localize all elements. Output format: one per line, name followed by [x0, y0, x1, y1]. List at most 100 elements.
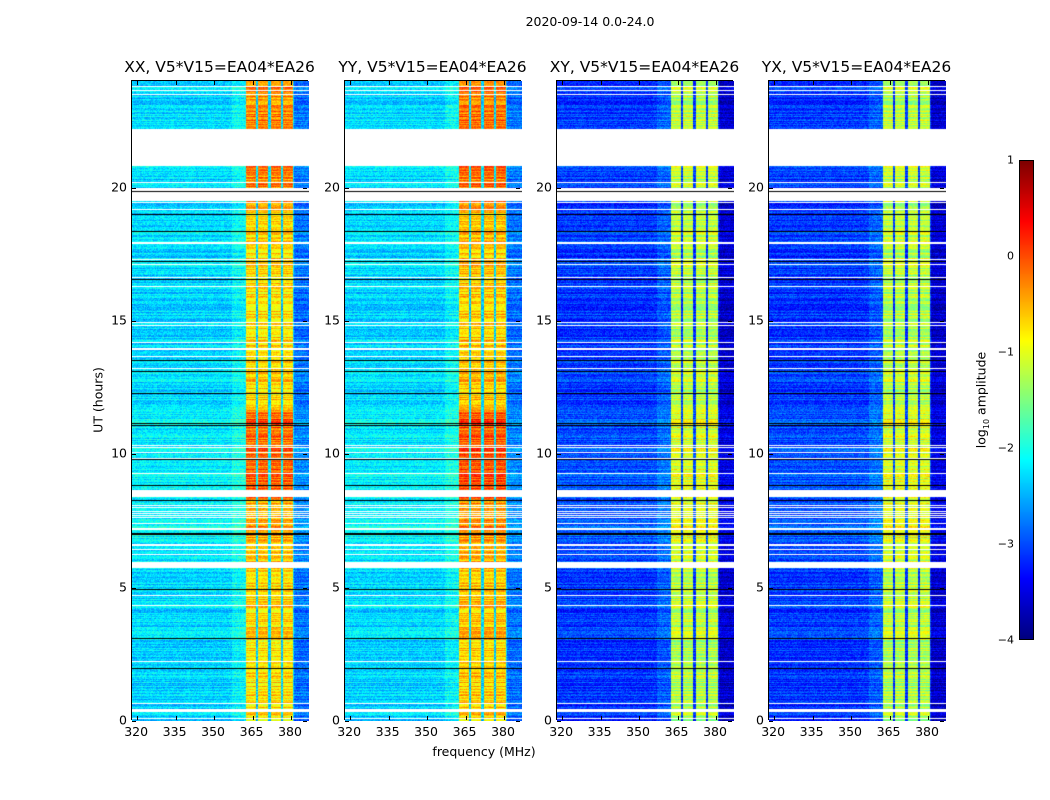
y-tick-label: 10 — [324, 445, 340, 461]
x-tick-mark — [291, 716, 293, 720]
x-tick-mark — [851, 716, 853, 720]
x-tick-mark — [388, 81, 390, 85]
x-tick-label: 335 — [587, 724, 612, 739]
y-tick-mark — [303, 454, 307, 456]
x-tick-mark — [716, 716, 718, 720]
y-tick-mark — [940, 587, 944, 589]
panel-title-xy: XY, V5*V15=EA04*EA26 — [549, 58, 740, 76]
heatmap-cells-yy — [345, 81, 522, 721]
x-tick-mark — [137, 716, 139, 720]
panel-title-yx: YX, V5*V15=EA04*EA26 — [761, 58, 952, 76]
y-tick-label: 20 — [111, 179, 127, 195]
y-tick-mark — [303, 587, 307, 589]
heatmap-panel-xy — [556, 80, 734, 722]
y-tick-mark — [769, 454, 773, 456]
colorbar-tick-label: −1 — [997, 345, 1014, 359]
colorbar-label: log10 amplitude — [973, 352, 991, 448]
y-tick-mark — [728, 321, 732, 322]
y-tick-label: 5 — [756, 579, 764, 595]
y-tick-mark — [940, 321, 944, 322]
x-tick-label: 350 — [414, 724, 439, 739]
x-tick-mark — [677, 716, 679, 720]
x-tick-mark — [774, 716, 776, 720]
y-tick-label: 15 — [748, 312, 764, 328]
x-tick-mark — [137, 81, 139, 85]
x-axis-label: frequency (MHz) — [432, 744, 536, 759]
x-tick-label: 320 — [549, 724, 574, 739]
x-tick-label: 380 — [278, 724, 302, 739]
y-tick-mark — [303, 721, 307, 722]
x-tick-mark — [504, 716, 506, 720]
y-tick-mark — [769, 721, 773, 722]
y-tick-mark — [132, 454, 136, 456]
y-tick-label: 10 — [536, 445, 552, 461]
x-tick-mark — [427, 81, 429, 85]
y-tick-mark — [345, 587, 349, 589]
y-tick-mark — [132, 321, 136, 322]
x-tick-label: 350 — [838, 724, 863, 739]
x-tick-mark — [214, 81, 216, 85]
x-tick-mark — [928, 81, 930, 85]
heatmap-cells-xx — [132, 81, 309, 721]
y-tick-label: 20 — [536, 179, 552, 195]
y-tick-mark — [940, 187, 944, 189]
y-tick-mark — [516, 187, 520, 189]
y-tick-mark — [516, 454, 520, 456]
colorbar-tick-label: 0 — [1007, 249, 1014, 263]
x-tick-mark — [928, 716, 930, 720]
x-tick-label: 365 — [239, 724, 264, 739]
y-tick-mark — [132, 587, 136, 589]
y-tick-mark — [557, 321, 561, 322]
x-tick-mark — [716, 81, 718, 85]
y-tick-label: 10 — [748, 445, 764, 461]
x-tick-label: 380 — [703, 724, 727, 739]
y-tick-mark — [516, 721, 520, 722]
x-tick-label: 380 — [491, 724, 515, 739]
y-tick-mark — [557, 187, 561, 189]
colorbar-gradient — [1020, 161, 1033, 639]
x-tick-mark — [175, 81, 177, 85]
x-tick-mark — [812, 716, 814, 720]
colorbar-tick-label: 1 — [1007, 153, 1014, 167]
y-tick-mark — [345, 454, 349, 456]
y-tick-label: 20 — [324, 179, 340, 195]
y-tick-mark — [345, 187, 349, 189]
x-tick-mark — [889, 716, 891, 720]
heatmap-cells-yx — [769, 81, 946, 721]
y-tick-mark — [345, 721, 349, 722]
x-tick-mark — [465, 81, 467, 85]
x-tick-label: 320 — [761, 724, 786, 739]
heatmap-panel-yy — [344, 80, 522, 722]
x-tick-mark — [214, 716, 216, 720]
x-tick-mark — [851, 81, 853, 85]
x-tick-mark — [350, 716, 352, 720]
y-tick-mark — [728, 587, 732, 589]
x-tick-mark — [175, 716, 177, 720]
panel-title-yy: YY, V5*V15=EA04*EA26 — [338, 58, 527, 76]
x-tick-mark — [774, 81, 776, 85]
x-tick-label: 335 — [375, 724, 400, 739]
x-tick-mark — [639, 81, 641, 85]
x-tick-mark — [252, 81, 254, 85]
y-tick-mark — [132, 187, 136, 189]
y-tick-mark — [516, 321, 520, 322]
heatmap-panel-yx — [768, 80, 946, 722]
y-tick-mark — [132, 721, 136, 722]
y-axis-label: UT (hours) — [90, 367, 106, 433]
y-tick-label: 15 — [111, 312, 127, 328]
y-tick-label: 0 — [119, 712, 127, 728]
y-tick-mark — [728, 454, 732, 456]
x-tick-label: 380 — [915, 724, 939, 739]
x-tick-mark — [427, 716, 429, 720]
x-tick-label: 350 — [201, 724, 226, 739]
x-tick-mark — [388, 716, 390, 720]
y-tick-mark — [728, 721, 732, 722]
colorbar-tick-label: −4 — [997, 633, 1014, 647]
y-tick-label: 10 — [111, 445, 127, 461]
y-tick-mark — [940, 454, 944, 456]
x-tick-label: 365 — [876, 724, 901, 739]
x-tick-label: 365 — [452, 724, 477, 739]
x-tick-mark — [291, 81, 293, 85]
x-tick-mark — [889, 81, 891, 85]
